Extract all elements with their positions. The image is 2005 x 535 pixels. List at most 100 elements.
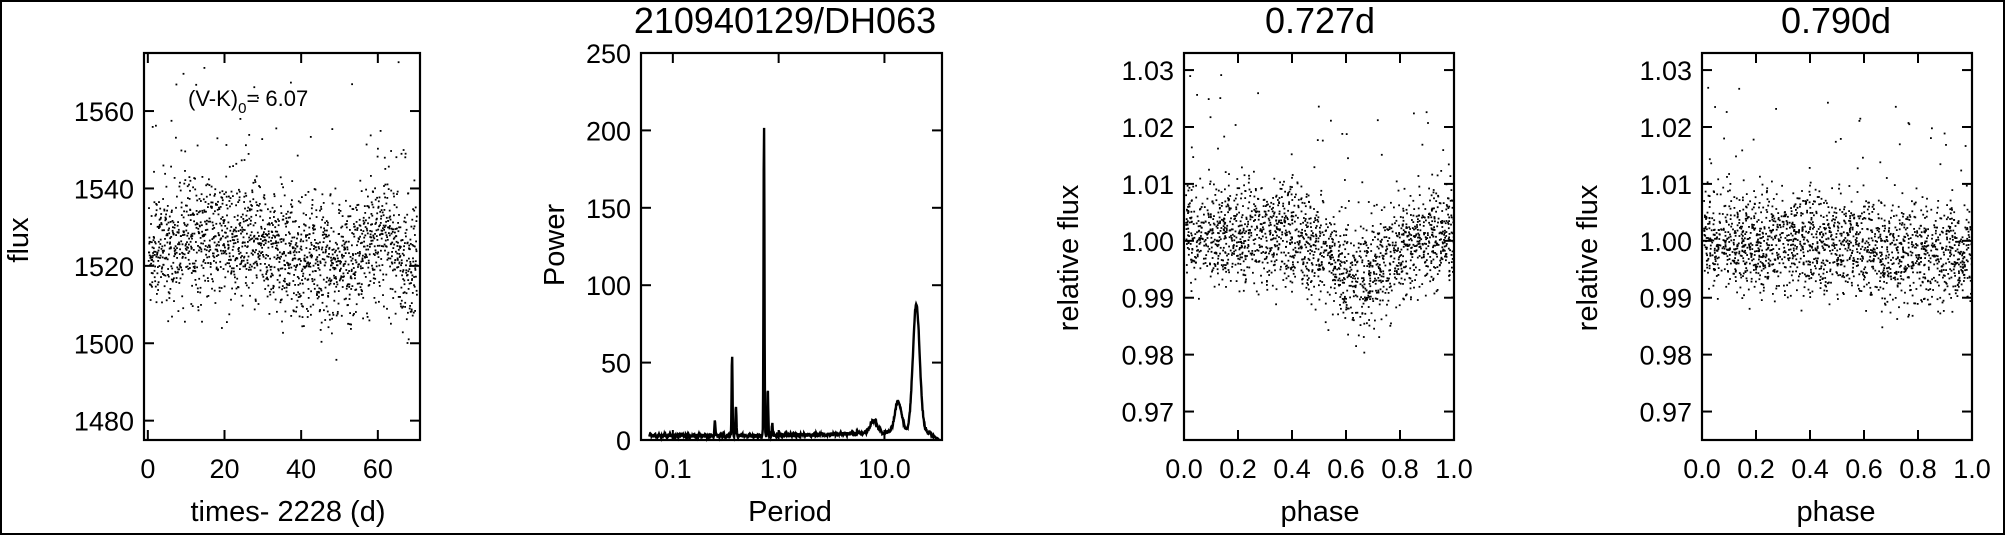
data-point bbox=[1880, 263, 1883, 266]
data-point bbox=[193, 213, 195, 216]
data-point bbox=[1435, 253, 1438, 256]
data-point bbox=[313, 224, 316, 227]
data-point bbox=[246, 262, 249, 264]
data-point bbox=[201, 230, 203, 233]
data-point bbox=[1843, 244, 1845, 247]
data-point bbox=[1393, 206, 1395, 209]
data-point bbox=[308, 226, 311, 229]
data-point bbox=[1374, 282, 1377, 285]
data-point bbox=[1760, 211, 1762, 214]
data-point bbox=[196, 287, 199, 290]
data-point bbox=[329, 240, 331, 243]
data-point bbox=[1278, 219, 1280, 222]
phase-0790-points bbox=[1703, 86, 1973, 329]
data-point bbox=[1281, 233, 1284, 236]
data-point bbox=[1854, 239, 1857, 241]
data-point bbox=[396, 193, 398, 195]
data-point bbox=[257, 253, 259, 255]
data-point bbox=[1244, 280, 1247, 283]
data-point bbox=[1432, 277, 1435, 280]
data-point bbox=[1805, 260, 1808, 263]
data-point bbox=[1951, 209, 1953, 211]
data-point bbox=[412, 245, 415, 247]
data-point bbox=[1345, 301, 1347, 304]
data-point bbox=[280, 298, 283, 301]
data-point bbox=[345, 199, 347, 202]
data-point bbox=[303, 259, 306, 262]
data-point bbox=[1230, 217, 1232, 220]
data-point bbox=[1279, 268, 1282, 271]
data-point bbox=[163, 209, 166, 212]
data-point bbox=[1871, 211, 1874, 213]
data-point bbox=[1909, 289, 1911, 292]
data-point bbox=[1388, 286, 1391, 289]
data-point bbox=[1396, 273, 1399, 275]
data-point bbox=[1431, 173, 1434, 176]
data-point bbox=[151, 259, 153, 261]
data-point bbox=[1882, 263, 1884, 266]
data-point bbox=[1379, 243, 1382, 246]
data-point bbox=[1242, 242, 1245, 245]
color-index-value: = 6.07 bbox=[246, 86, 308, 111]
data-point bbox=[1435, 210, 1437, 213]
data-point bbox=[1432, 250, 1434, 252]
data-point bbox=[394, 268, 396, 271]
data-point bbox=[1324, 240, 1327, 243]
data-point bbox=[263, 197, 266, 200]
data-point bbox=[1275, 227, 1278, 230]
data-point bbox=[164, 216, 167, 219]
data-point bbox=[1350, 242, 1352, 245]
data-point bbox=[163, 244, 166, 247]
data-point bbox=[1891, 263, 1894, 265]
data-point bbox=[1940, 269, 1943, 272]
data-point bbox=[367, 259, 370, 262]
data-point bbox=[402, 305, 404, 308]
data-point bbox=[269, 210, 272, 213]
data-point bbox=[1231, 265, 1234, 268]
data-point bbox=[1345, 234, 1348, 236]
data-point bbox=[1189, 75, 1192, 77]
data-point bbox=[328, 247, 331, 250]
data-point bbox=[323, 264, 326, 267]
data-point bbox=[278, 256, 281, 259]
data-point bbox=[344, 252, 347, 254]
data-point bbox=[1268, 230, 1271, 233]
data-point bbox=[322, 231, 325, 234]
data-point bbox=[244, 282, 247, 284]
data-point bbox=[1300, 269, 1303, 272]
x-tick-label: 0 bbox=[140, 454, 155, 484]
data-point bbox=[1423, 255, 1425, 258]
data-point bbox=[1334, 267, 1336, 270]
data-point bbox=[1405, 272, 1408, 275]
data-point bbox=[1952, 268, 1955, 271]
data-point bbox=[347, 283, 350, 286]
data-point bbox=[1845, 212, 1847, 215]
data-point bbox=[1352, 317, 1354, 319]
data-point bbox=[1849, 226, 1852, 229]
data-point bbox=[359, 179, 362, 182]
data-point bbox=[346, 220, 348, 222]
data-point bbox=[161, 229, 164, 232]
data-point bbox=[1850, 241, 1852, 244]
data-point bbox=[1894, 297, 1897, 299]
data-point bbox=[260, 242, 263, 245]
data-point bbox=[1430, 228, 1433, 231]
data-point bbox=[1334, 292, 1337, 294]
data-point bbox=[364, 256, 366, 259]
data-point bbox=[1227, 211, 1229, 214]
data-point bbox=[298, 293, 301, 295]
data-point bbox=[1404, 244, 1407, 247]
data-point bbox=[1284, 220, 1287, 223]
data-point bbox=[413, 209, 416, 212]
data-point bbox=[1427, 216, 1430, 218]
data-point bbox=[310, 290, 312, 293]
data-point bbox=[1810, 277, 1813, 279]
data-point bbox=[1822, 262, 1825, 265]
data-point bbox=[1428, 212, 1431, 215]
data-point bbox=[1402, 207, 1405, 210]
data-point bbox=[408, 307, 411, 310]
data-point bbox=[1726, 249, 1729, 251]
data-point bbox=[325, 246, 328, 248]
data-point bbox=[155, 301, 158, 304]
data-point bbox=[413, 245, 416, 248]
